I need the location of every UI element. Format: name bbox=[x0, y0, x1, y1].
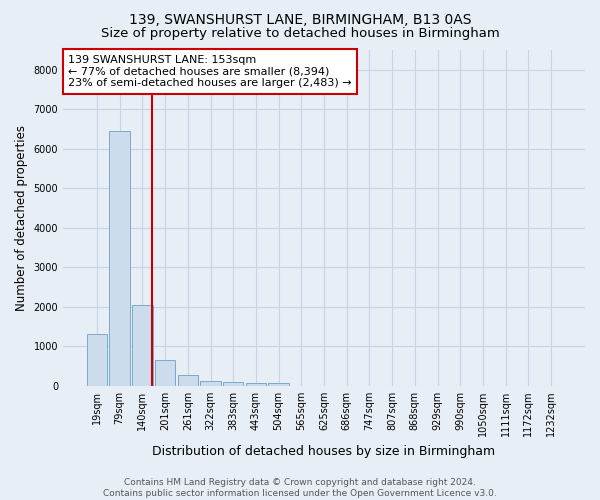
Y-axis label: Number of detached properties: Number of detached properties bbox=[15, 125, 28, 311]
Bar bbox=[268, 383, 289, 386]
Text: Contains HM Land Registry data © Crown copyright and database right 2024.
Contai: Contains HM Land Registry data © Crown c… bbox=[103, 478, 497, 498]
Bar bbox=[87, 334, 107, 386]
Bar bbox=[178, 375, 198, 386]
Bar bbox=[109, 131, 130, 386]
Bar bbox=[245, 383, 266, 386]
Text: Size of property relative to detached houses in Birmingham: Size of property relative to detached ho… bbox=[101, 28, 499, 40]
Bar bbox=[155, 360, 175, 386]
Bar bbox=[200, 380, 221, 386]
Bar bbox=[223, 382, 244, 386]
Text: 139, SWANSHURST LANE, BIRMINGHAM, B13 0AS: 139, SWANSHURST LANE, BIRMINGHAM, B13 0A… bbox=[129, 12, 471, 26]
Bar bbox=[132, 305, 152, 386]
Text: 139 SWANSHURST LANE: 153sqm
← 77% of detached houses are smaller (8,394)
23% of : 139 SWANSHURST LANE: 153sqm ← 77% of det… bbox=[68, 55, 352, 88]
X-axis label: Distribution of detached houses by size in Birmingham: Distribution of detached houses by size … bbox=[152, 444, 496, 458]
